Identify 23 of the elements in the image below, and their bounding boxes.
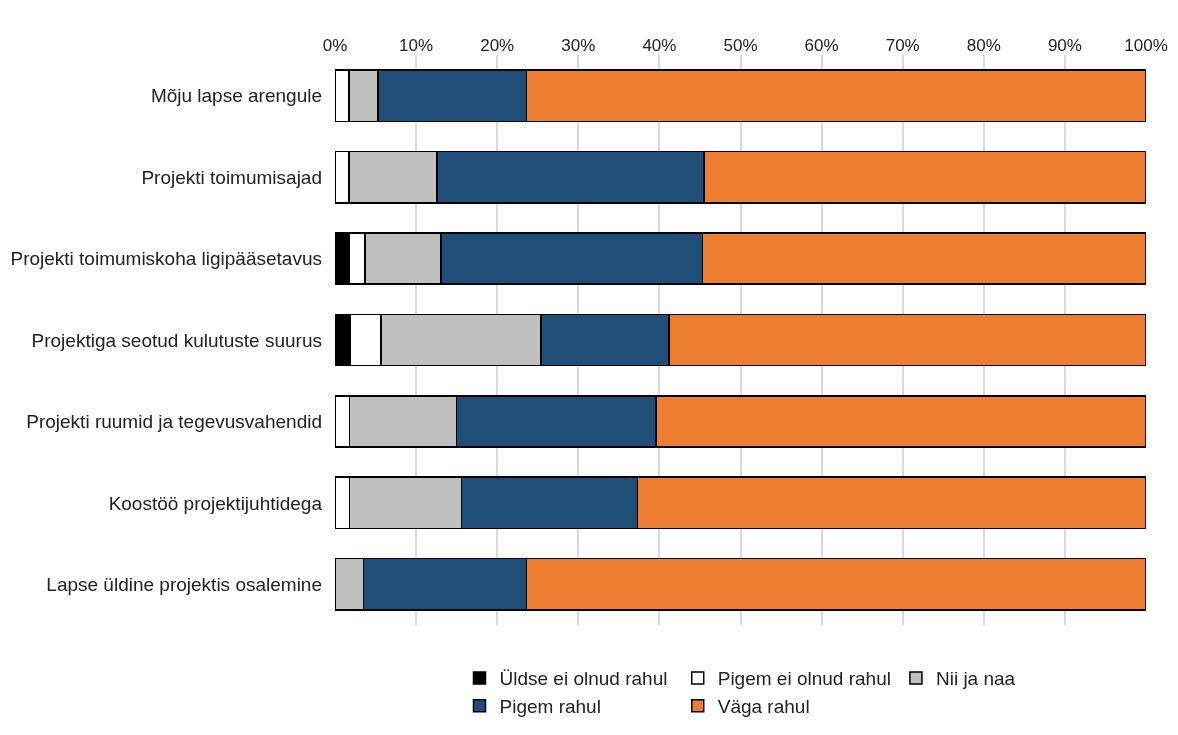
legend-label: Pigem rahul <box>499 696 601 718</box>
x-tick-label: 40% <box>642 35 677 55</box>
y-tick-label: Projekti ruumid ja tegevusvahendid <box>26 411 322 433</box>
x-tick-label: 60% <box>804 35 839 55</box>
legend-label: Väga rahul <box>717 696 810 718</box>
x-tick-label: 20% <box>480 35 515 55</box>
y-tick-label: Projekti toimumiskoha ligipääsetavus <box>10 248 322 270</box>
y-tick-label: Projekti toimumisajad <box>141 166 322 188</box>
y-tick-label: Koostöö projektijuhtidega <box>108 492 323 514</box>
x-tick-label: 0% <box>322 35 348 55</box>
y-tick-label: Projektiga seotud kulutuste suurus <box>31 329 322 351</box>
x-tick-label: 30% <box>561 35 596 55</box>
x-tick-label: 80% <box>966 35 1001 55</box>
y-tick-label: Lapse üldine projektis osalemine <box>46 573 322 595</box>
legend-label: Üldse ei olnud rahul <box>499 668 668 690</box>
x-tick-label: 100% <box>1124 35 1168 55</box>
x-tick-label: 90% <box>1047 35 1082 55</box>
x-tick-label: 50% <box>723 35 758 55</box>
legend-label: Pigem ei olnud rahul <box>717 668 891 690</box>
legend-label: Nii ja naa <box>935 668 1016 690</box>
x-tick-label: 10% <box>399 35 434 55</box>
x-tick-label: 70% <box>885 35 920 55</box>
y-tick-label: Mõju lapse arengule <box>150 85 322 107</box>
